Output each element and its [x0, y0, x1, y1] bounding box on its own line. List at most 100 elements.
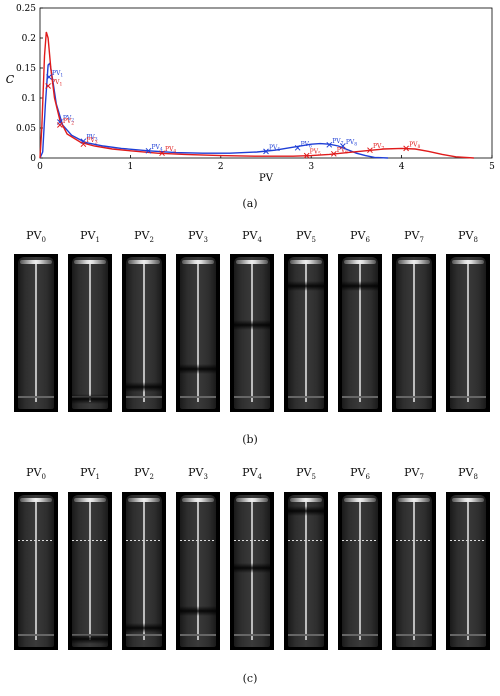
- y-tick-label: 0.05: [16, 124, 36, 134]
- marker-x: [303, 152, 310, 159]
- scan-line: [72, 540, 108, 541]
- panel-label: PV5: [296, 229, 316, 245]
- column-cap: [452, 260, 484, 264]
- panel-label: PV1: [80, 466, 100, 482]
- column-rod: [467, 500, 469, 640]
- column-cap: [290, 498, 322, 502]
- marker-x: [46, 74, 52, 80]
- panel-label: PV4: [242, 229, 262, 245]
- scan-line: [288, 540, 324, 541]
- x-axis-label: PV: [259, 173, 274, 184]
- column-rod: [359, 500, 361, 640]
- column-cap: [182, 498, 214, 502]
- marker-label: PV7: [332, 138, 343, 147]
- column-image: [176, 492, 220, 650]
- marker-x: [80, 141, 87, 148]
- column-base: [288, 634, 324, 636]
- front-band: [126, 381, 162, 392]
- front-band: [234, 320, 270, 331]
- y-tick-label: 0.1: [22, 94, 36, 104]
- marker-x: [145, 147, 152, 154]
- y-tick-label: 0.15: [16, 64, 36, 74]
- scan-line: [18, 540, 54, 541]
- column-cap: [128, 260, 160, 264]
- marker-x: [45, 83, 51, 89]
- column-base: [288, 396, 324, 398]
- scan-line: [180, 540, 216, 541]
- column-image: [338, 254, 382, 412]
- column-rod: [305, 262, 307, 402]
- column-rod: [35, 262, 37, 402]
- column-rod: [89, 262, 91, 402]
- column-cap: [452, 498, 484, 502]
- column-base: [450, 396, 486, 398]
- marker-label: PV8: [409, 141, 420, 150]
- column-base: [18, 396, 54, 398]
- caption-b: (b): [242, 433, 258, 446]
- marker-label: PV4: [151, 144, 162, 153]
- x-tick-label: 4: [399, 162, 405, 172]
- column-rod: [197, 500, 199, 640]
- marker-x: [403, 145, 409, 152]
- marker-label: PV2: [63, 115, 74, 124]
- marker-label: PV7: [373, 143, 384, 152]
- scan-line: [126, 540, 162, 541]
- front-band: [180, 605, 216, 616]
- row-c-labels: PV0 PV1 PV2 PV3 PV4 PV5 PV6 PV7 PV8: [14, 466, 500, 482]
- scan-line: [342, 540, 378, 541]
- column-image: [230, 492, 274, 650]
- x-tick-label: 5: [489, 162, 495, 172]
- marker-label: PV3: [86, 137, 97, 146]
- column-image: [230, 254, 274, 412]
- front-band: [180, 364, 216, 375]
- marker-x: [330, 150, 337, 157]
- front-band: [72, 633, 108, 644]
- marker-label: PV5: [310, 149, 321, 158]
- scan-line: [450, 540, 486, 541]
- column-cap: [290, 260, 322, 264]
- column-base: [234, 634, 270, 636]
- column-rod: [143, 262, 145, 402]
- column-image: [284, 254, 328, 412]
- column-base: [126, 396, 162, 398]
- marker-label: PV8: [346, 139, 357, 148]
- series-line-1: [39, 31, 474, 159]
- x-tick-label: 1: [128, 162, 134, 172]
- column-base: [396, 634, 432, 636]
- column-rod: [35, 500, 37, 640]
- x-tick-label: 0: [37, 162, 43, 172]
- column-image: [392, 254, 436, 412]
- column-image: [122, 254, 166, 412]
- column-base: [342, 634, 378, 636]
- marker-label: PV1: [52, 70, 63, 79]
- marker-x: [263, 148, 269, 155]
- column-image: [176, 254, 220, 412]
- column-rod: [89, 500, 91, 640]
- marker-x: [367, 147, 373, 154]
- panel-label: PV2: [134, 466, 154, 482]
- column-rod: [143, 500, 145, 640]
- column-base: [18, 634, 54, 636]
- marker-x: [326, 141, 333, 148]
- column-image: [68, 492, 112, 650]
- column-cap: [20, 498, 52, 502]
- column-cap: [74, 498, 106, 502]
- caption-a: (a): [242, 197, 258, 210]
- column-image: [392, 492, 436, 650]
- marker-label: PV4: [165, 146, 176, 155]
- panel-label: PV7: [404, 229, 424, 245]
- y-tick-label: 0: [30, 154, 36, 164]
- column-base: [180, 634, 216, 636]
- column-rod: [467, 262, 469, 402]
- column-cap: [20, 260, 52, 264]
- scan-line: [396, 540, 432, 541]
- marker-x: [294, 144, 301, 151]
- column-rod: [413, 262, 415, 402]
- front-band: [234, 562, 270, 573]
- panel-label: PV5: [296, 466, 316, 482]
- column-base: [126, 634, 162, 636]
- column-image: [284, 492, 328, 650]
- panel-label: PV0: [26, 229, 46, 245]
- column-image: [14, 492, 58, 650]
- front-band: [288, 505, 324, 516]
